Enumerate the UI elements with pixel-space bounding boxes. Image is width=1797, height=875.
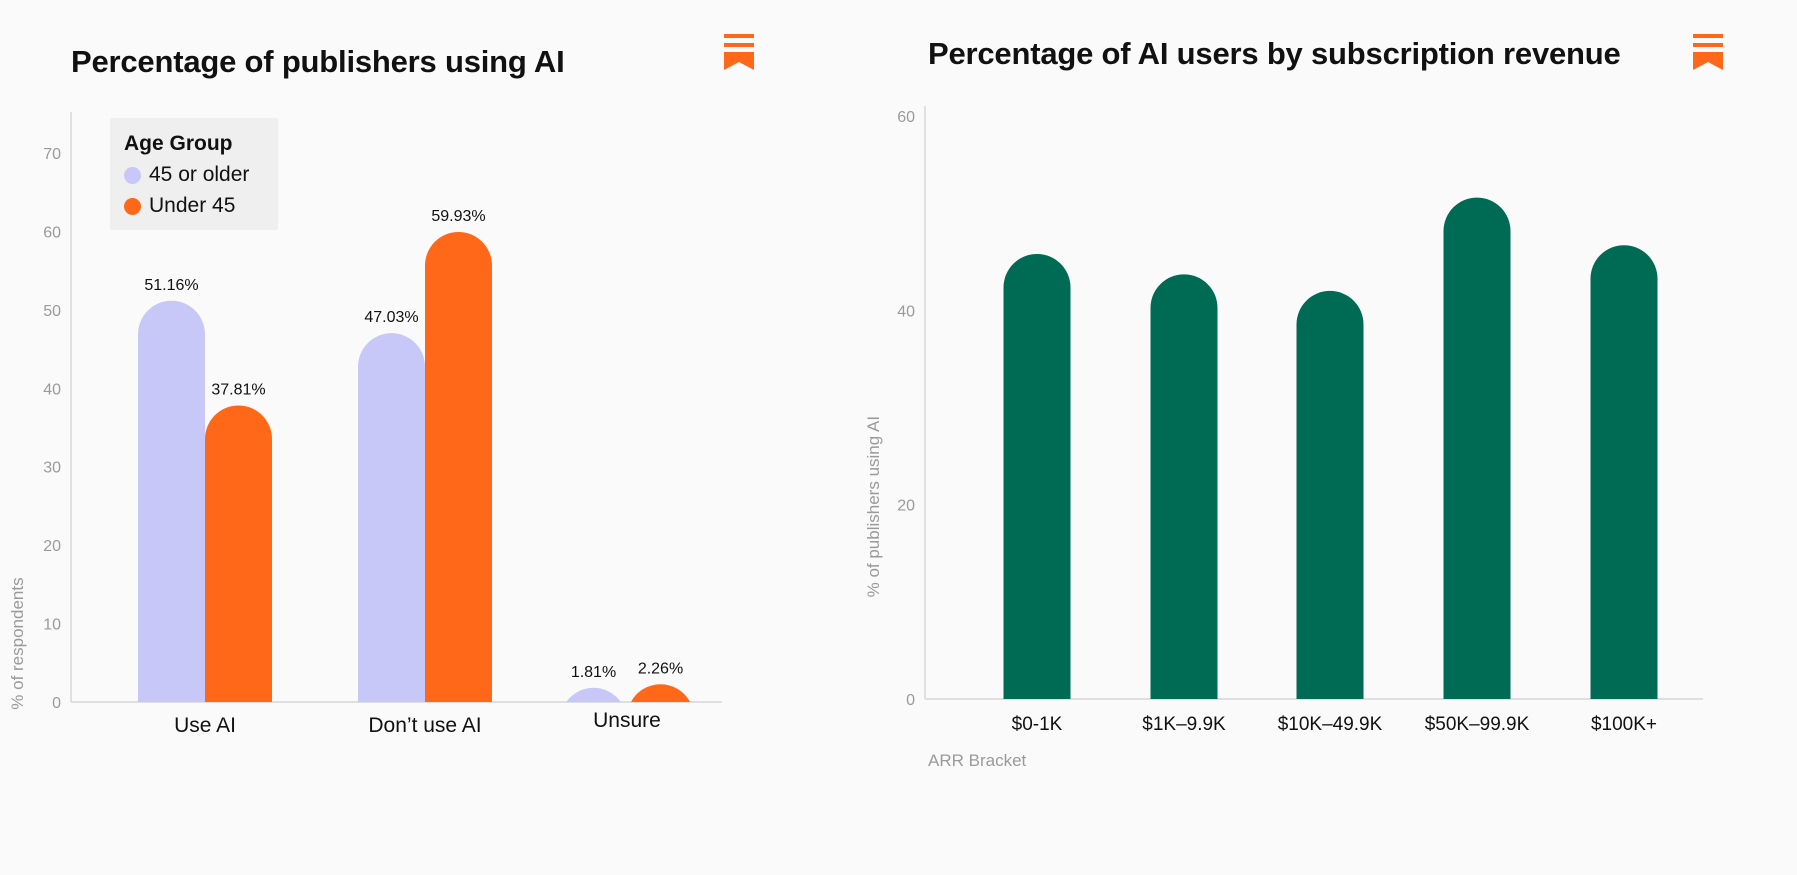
- y-tick-label: 60: [897, 109, 915, 126]
- x-tick-label: $0-1K: [1012, 714, 1063, 735]
- data-label: 37.81%: [211, 381, 265, 398]
- bar: [1590, 245, 1658, 700]
- legend-title: Age Group: [124, 132, 233, 155]
- y-tick-label: 0: [906, 692, 915, 709]
- data-label: 51.16%: [144, 277, 198, 294]
- x-tick-label: $50K–99.9K: [1425, 714, 1530, 735]
- y-tick-label: 50: [43, 303, 61, 320]
- data-label: 59.93%: [431, 208, 485, 225]
- legend-swatch: [124, 197, 141, 215]
- bookmark-icon: [1693, 34, 1723, 70]
- x-tick-label: $100K+: [1591, 714, 1657, 735]
- y-tick-label: 40: [43, 381, 61, 398]
- y-tick-label: 60: [43, 224, 61, 241]
- bar: [566, 687, 621, 702]
- y-axis-label: % of respondents: [8, 577, 27, 709]
- bar: [1296, 290, 1364, 699]
- chart-ai-users-by-revenue: Percentage of AI users by subscription r…: [864, 0, 1797, 875]
- x-tick-label: $1K–9.9K: [1142, 714, 1226, 735]
- x-tick-label: Unsure: [593, 709, 661, 732]
- bar: [358, 333, 425, 702]
- legend-label: 45 or older: [149, 163, 250, 186]
- legend-swatch: [124, 166, 141, 184]
- x-tick-label: Don’t use AI: [368, 714, 481, 737]
- y-tick-label: 0: [52, 695, 61, 712]
- y-tick-label: 10: [43, 617, 61, 634]
- y-tick-label: 20: [43, 538, 61, 555]
- y-tick-label: 40: [897, 303, 915, 320]
- plot-area: 0 20 40 60 % of publishers using AI $0-1K $1K–…: [864, 106, 1703, 770]
- y-tick-label: 30: [43, 460, 61, 477]
- y-tick-label: 20: [897, 498, 915, 515]
- data-label: 47.03%: [364, 309, 418, 326]
- x-tick-label: Use AI: [174, 714, 236, 737]
- bar: [138, 300, 205, 702]
- plot-area: 0 10 20 30 40 50 60 70 % of respondents 51.16% 37.…: [8, 112, 722, 737]
- bar: [205, 405, 272, 702]
- x-axis-label: ARR Bracket: [928, 751, 1027, 770]
- y-tick-label: 70: [43, 146, 61, 163]
- bookmark-icon: [724, 34, 754, 70]
- chart-publishers-using-ai: Percentage of publishers using AI 0 10 20 3…: [0, 0, 880, 875]
- bar: [1150, 274, 1218, 699]
- chart-title: Percentage of AI users by subscription r…: [928, 36, 1621, 71]
- legend-item-45-or-older: 45 or older: [124, 163, 249, 187]
- x-tick-label: $10K–49.9K: [1278, 714, 1383, 735]
- bar: [425, 232, 492, 702]
- data-label: 1.81%: [571, 664, 616, 681]
- legend-label: Under 45: [149, 194, 236, 217]
- y-axis-label: % of publishers using AI: [864, 416, 883, 597]
- legend-item-under-45: Under 45: [124, 194, 235, 218]
- chart-title: Percentage of publishers using AI: [71, 44, 565, 79]
- bar: [1443, 197, 1511, 699]
- bar: [1003, 253, 1071, 700]
- data-label: 2.26%: [638, 660, 683, 677]
- bar: [630, 684, 691, 702]
- legend: Age Group 45 or older Under 45: [110, 118, 278, 230]
